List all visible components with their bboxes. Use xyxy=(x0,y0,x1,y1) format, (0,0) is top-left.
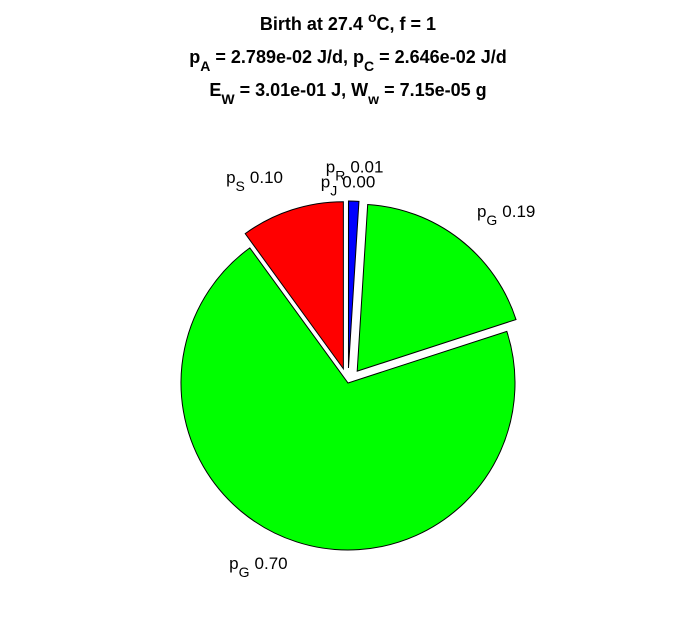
label-base: p xyxy=(321,173,330,192)
label-value: 0.70 xyxy=(255,554,288,573)
title-text: p xyxy=(189,47,200,67)
title-text: = 2.789e-02 J/d, p xyxy=(210,47,364,67)
slice-label: pG 0.19 xyxy=(477,202,535,228)
label-sub: R xyxy=(335,168,345,184)
pie-slice xyxy=(244,201,344,371)
pie-slice xyxy=(180,247,516,551)
pie-slice xyxy=(356,203,517,372)
subscript: A xyxy=(200,58,210,74)
title-text: = 7.15e-05 g xyxy=(379,80,487,100)
label-sub: G xyxy=(239,564,250,580)
subscript: W xyxy=(221,91,235,107)
title-text: E xyxy=(209,80,221,100)
chart-title: Birth at 27.4 oC, f = 1 xyxy=(260,9,436,34)
slice-label: pR 0.01 xyxy=(326,158,384,184)
slice-label: pJ 0.00 xyxy=(321,173,376,199)
subscript: C xyxy=(364,58,374,74)
slice-label: pS 0.10 xyxy=(226,168,283,194)
title-text: = 2.646e-02 J/d xyxy=(374,47,507,67)
subscript: w xyxy=(367,91,379,107)
label-sub: S xyxy=(236,178,245,194)
label-sub: G xyxy=(486,212,497,228)
label-value: 0.00 xyxy=(342,173,375,192)
label-value: 0.10 xyxy=(250,168,283,187)
title-text: = 3.01e-01 J, W xyxy=(235,80,369,100)
label-base: p xyxy=(226,168,235,187)
slice-label: pG 0.70 xyxy=(229,554,287,580)
label-base: p xyxy=(477,202,486,221)
label-sub: J xyxy=(330,183,337,199)
chart-title: EW = 3.01e-01 J, Ww = 7.15e-05 g xyxy=(209,80,486,107)
superscript: o xyxy=(368,9,377,25)
label-base: p xyxy=(326,158,335,177)
title-text: Birth at 27.4 xyxy=(260,14,368,34)
chart-title: pA = 2.789e-02 J/d, pC = 2.646e-02 J/d xyxy=(189,47,506,74)
pie-slice xyxy=(347,200,360,369)
label-base: p xyxy=(229,554,238,573)
label-value: 0.01 xyxy=(350,158,383,177)
title-text: C, f = 1 xyxy=(377,14,437,34)
label-value: 0.19 xyxy=(502,202,535,221)
